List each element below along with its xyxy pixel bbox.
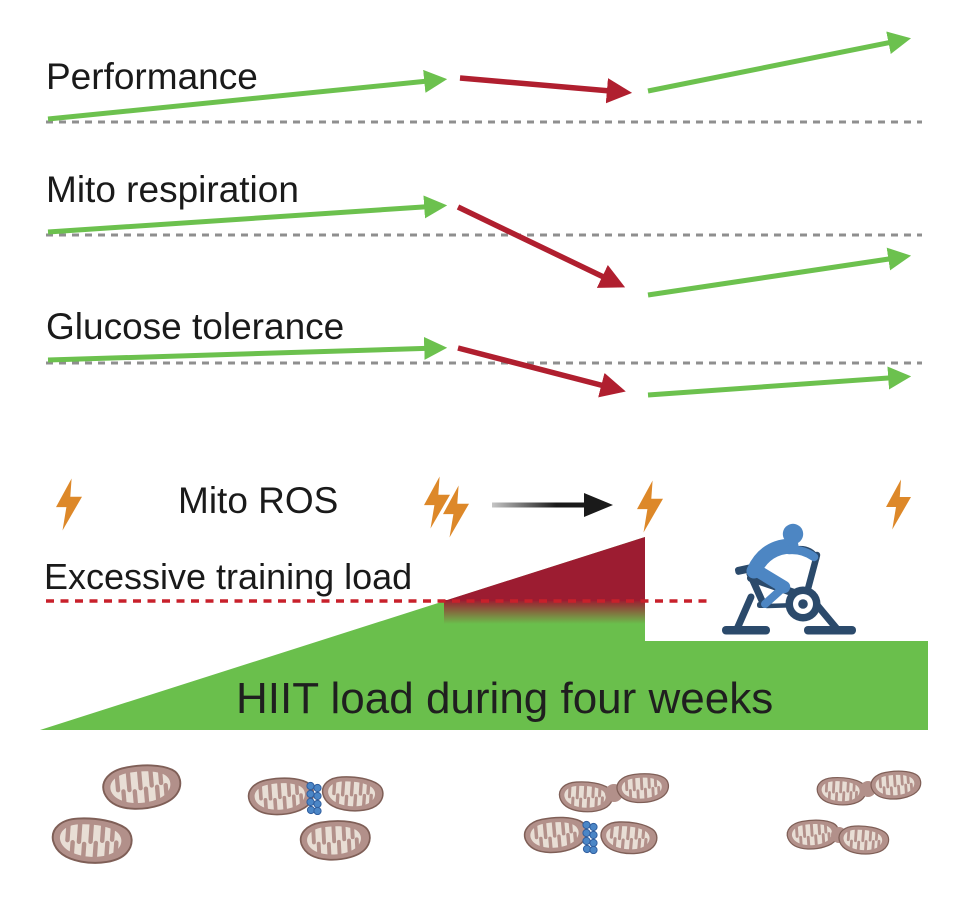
double-lightning-bolt-icon	[424, 476, 469, 538]
mitochondrion-icon	[319, 773, 386, 815]
bike-rear-foot	[804, 626, 856, 635]
hiit-load-green-ramp	[40, 537, 928, 730]
glucose-tolerance-up-arrow-1	[47, 336, 448, 363]
mitochondrion-icon	[297, 817, 373, 864]
glucose-tolerance-label: Glucose tolerance	[46, 306, 345, 347]
mito-ros-row	[56, 476, 911, 538]
mitochondria-fission-granules-icon	[582, 820, 598, 854]
mitochondria-stage-1	[51, 762, 182, 865]
lightning-bolt-icon	[637, 480, 663, 533]
mito-ros-label: Mito ROS	[178, 480, 339, 521]
bike-flywheel-hub	[798, 599, 808, 609]
lightning-bolt-icon	[56, 478, 82, 531]
mitochondria-stage-3	[521, 770, 671, 858]
performance-up-arrow-1	[47, 69, 448, 122]
performance-down-arrow	[459, 75, 633, 104]
mitochondrion-icon	[102, 762, 183, 812]
right-arrow-icon	[492, 493, 613, 517]
fused-mitochondria-icon	[815, 768, 924, 808]
hiit-load-label: HIIT load during four weeks	[236, 674, 774, 723]
glucose-tolerance-down-arrow	[457, 345, 626, 398]
bike-front-leg	[733, 593, 755, 633]
performance-label: Performance	[46, 56, 258, 97]
rider-thigh	[749, 563, 791, 594]
training-load-shape	[40, 537, 928, 730]
mitochondrion-icon	[245, 774, 317, 819]
fused-mitochondria-icon	[784, 817, 891, 858]
bike-front-foot	[722, 626, 770, 635]
mito-respiration-label: Mito respiration	[46, 169, 299, 210]
mito-respiration-down-arrow	[456, 204, 626, 288]
mitochondria-stage-2	[245, 773, 386, 864]
mito-respiration-trend	[46, 195, 922, 298]
mitochondria-fission-granules-icon	[306, 781, 322, 815]
mito-respiration-up-arrow-2	[647, 247, 912, 298]
excessive-training-load-label: Excessive training load	[44, 556, 413, 597]
performance-trend	[46, 31, 922, 124]
spin-bike-rider-icon	[722, 523, 856, 635]
mitochondrion-icon	[598, 818, 660, 858]
glucose-tolerance-trend	[46, 336, 922, 398]
rider-arm	[784, 545, 819, 562]
rider-shin	[761, 583, 788, 608]
glucose-tolerance-up-arrow-2	[647, 366, 912, 398]
mitochondria-stage-4	[784, 768, 924, 858]
fused-mitochondria-icon	[557, 770, 671, 815]
performance-up-arrow-2	[647, 31, 912, 94]
mito-respiration-up-arrow-1	[47, 195, 448, 235]
excessive-load-red-peak	[444, 537, 645, 601]
mitochondrion-icon	[51, 816, 133, 865]
lightning-bolt-icon	[886, 479, 911, 530]
excessive-load-fade	[444, 600, 645, 624]
mitochondrion-icon	[521, 813, 590, 857]
rider-head	[782, 523, 804, 545]
